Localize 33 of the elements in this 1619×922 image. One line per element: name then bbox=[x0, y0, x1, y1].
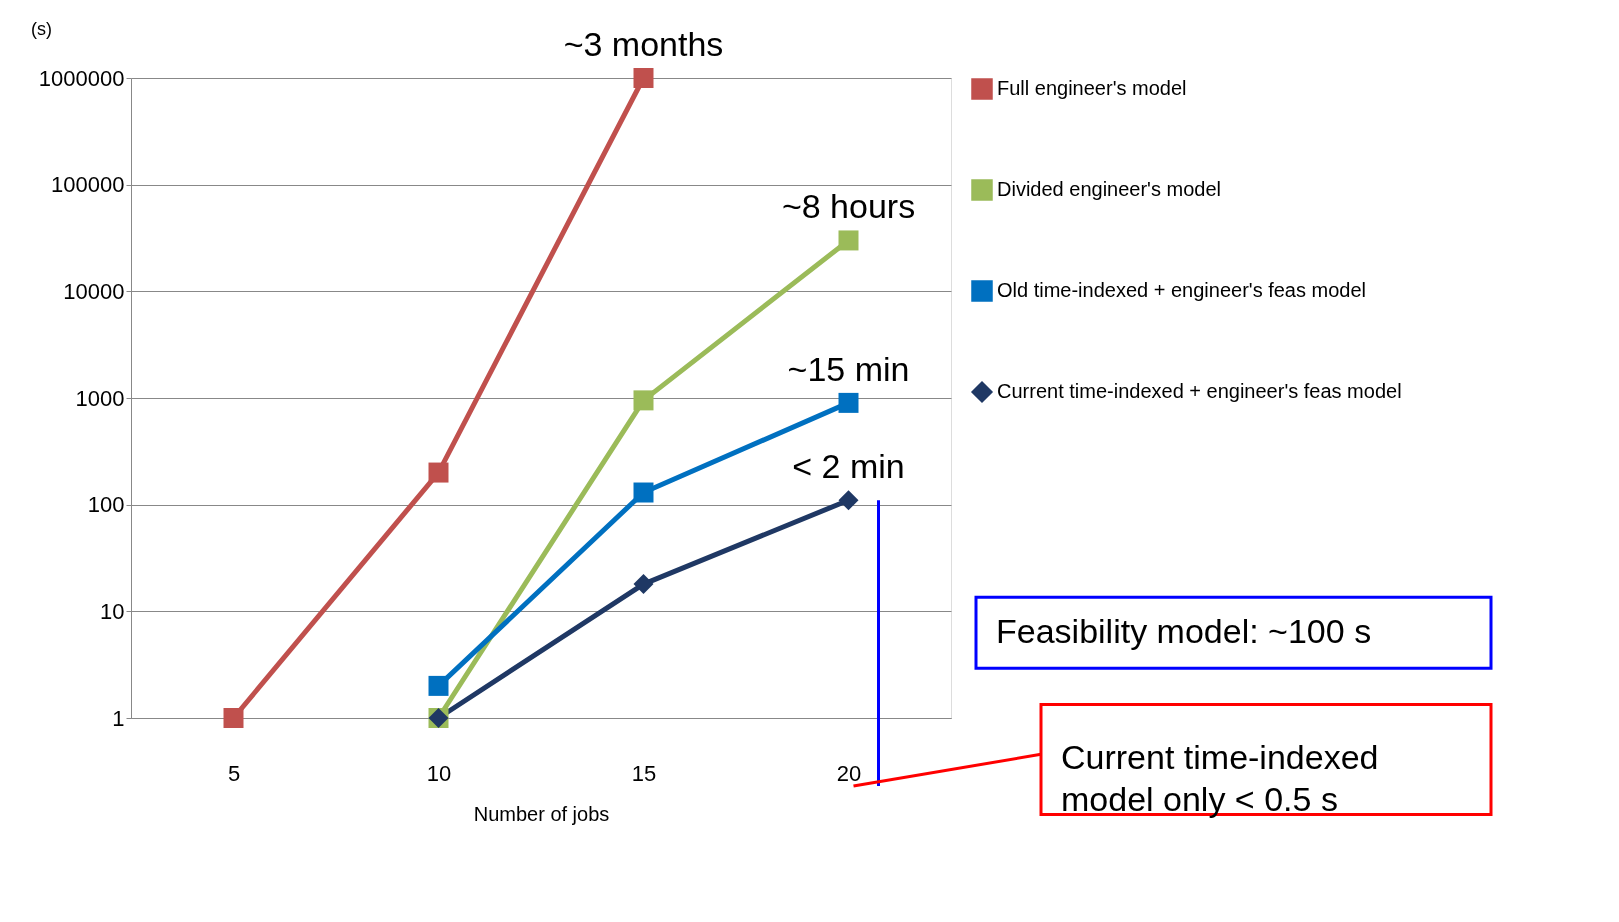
point bbox=[223, 708, 244, 728]
point bbox=[838, 230, 859, 251]
point bbox=[633, 574, 654, 595]
legend-label: Current time-indexed + engineer's feas model bbox=[997, 380, 1402, 402]
y-tick-label: 10 bbox=[100, 598, 125, 624]
point bbox=[838, 490, 859, 511]
annotation: ~15 min bbox=[787, 349, 910, 388]
x-tick-label: 5 bbox=[227, 760, 241, 786]
x-axis-title: Number of jobs bbox=[473, 802, 610, 825]
point bbox=[838, 392, 859, 413]
y-tick-label: 10000 bbox=[63, 278, 125, 304]
y-tick-label: 1000 bbox=[75, 385, 125, 411]
legend-label: Divided engineer's model bbox=[997, 178, 1221, 200]
text: Feasibility model: ~100 s bbox=[996, 611, 1372, 650]
y-tick-label: 100 bbox=[87, 492, 125, 518]
point bbox=[633, 68, 654, 88]
y-tick-label: 100000 bbox=[51, 172, 125, 198]
annotation: ~3 months bbox=[563, 25, 724, 63]
point bbox=[428, 675, 449, 696]
point bbox=[428, 462, 449, 483]
x-tick-label: 20 bbox=[836, 760, 862, 786]
y-tick-label: 1000000 bbox=[38, 65, 125, 91]
annotation: ~8 hours bbox=[781, 187, 916, 226]
point bbox=[633, 482, 654, 503]
x-tick-label: 15 bbox=[631, 760, 657, 786]
annotation: < 2 min bbox=[792, 447, 905, 486]
x-tick-label: 10 bbox=[426, 760, 452, 786]
legend-label: Full engineer's model bbox=[997, 77, 1187, 99]
point bbox=[633, 390, 654, 411]
text: Current time-indexed model only < 0.5 s bbox=[1061, 738, 1379, 819]
y-axis-title: (s) bbox=[31, 18, 52, 39]
legend-label: Old time-indexed + engineer's feas model bbox=[997, 279, 1367, 301]
y-tick-label: 1 bbox=[112, 705, 125, 731]
